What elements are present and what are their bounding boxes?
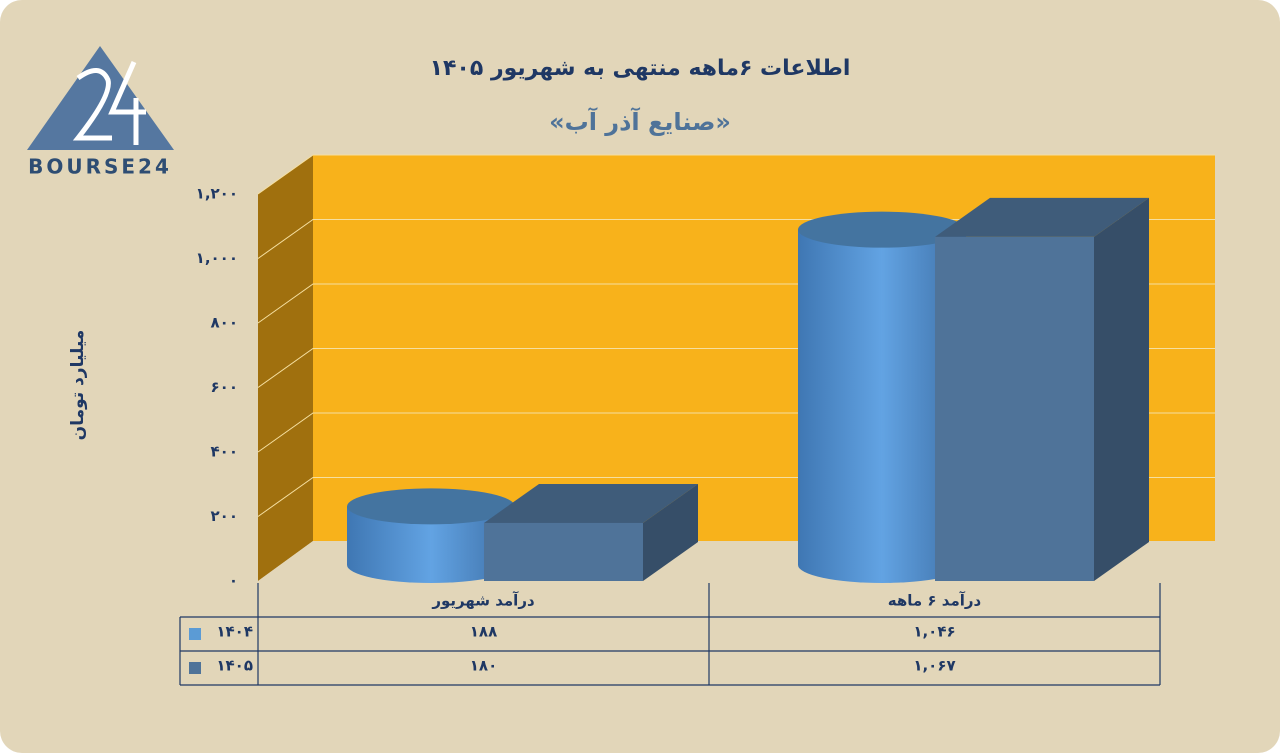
- legend-swatch: [189, 628, 201, 640]
- table-value: ۱۸۸: [470, 623, 497, 641]
- box-front: [484, 522, 643, 581]
- bar: [798, 211, 966, 584]
- bar: [935, 197, 1149, 581]
- chart-title: اطلاعات ۶ماهه منتهی به شهریور ۱۴۰۵: [430, 56, 851, 81]
- cylinder-body: [798, 229, 966, 584]
- chart-subtitle: «صنایع آذر آب»: [549, 107, 731, 136]
- table-value: ۱,۰۶۷: [913, 657, 955, 675]
- box-top: [484, 483, 698, 523]
- bar: [347, 488, 515, 583]
- legend-label: ۱۴۰۵: [216, 657, 253, 675]
- y-tick-label: ۴۰۰: [211, 443, 238, 461]
- y-tick-label: ۰: [229, 572, 238, 590]
- legend-swatch: [189, 662, 201, 674]
- logo-mark: [72, 60, 146, 145]
- table-value: ۱۸۰: [470, 657, 497, 675]
- y-tick-label: ۱,۰۰۰: [196, 249, 238, 267]
- table-value: ۱,۰۴۶: [913, 623, 955, 641]
- grid-line: [257, 154, 1215, 195]
- box-top: [935, 197, 1149, 237]
- cylinder-top: [347, 488, 515, 525]
- box-side: [643, 483, 698, 581]
- y-tick-label: ۲۰۰: [211, 507, 238, 525]
- y-tick-label: ۶۰۰: [211, 378, 238, 396]
- x-tick-label: درآمد شهریور: [431, 592, 535, 610]
- cylinder-top: [798, 211, 966, 248]
- y-tick-label: ۱,۲۰۰: [196, 185, 238, 203]
- legend-label: ۱۴۰۴: [216, 623, 253, 641]
- box-front: [935, 236, 1094, 581]
- cylinder-body: [347, 506, 515, 583]
- x-tick-label: درآمد ۶ ماهه: [888, 592, 982, 610]
- bar: [484, 483, 698, 581]
- logo-text: BOURSE24: [28, 155, 172, 179]
- box-side: [1094, 197, 1149, 581]
- logo: BOURSE24: [27, 46, 174, 179]
- y-tick-label: ۸۰۰: [211, 314, 238, 332]
- y-axis-label: میلیارد تومان: [68, 330, 88, 441]
